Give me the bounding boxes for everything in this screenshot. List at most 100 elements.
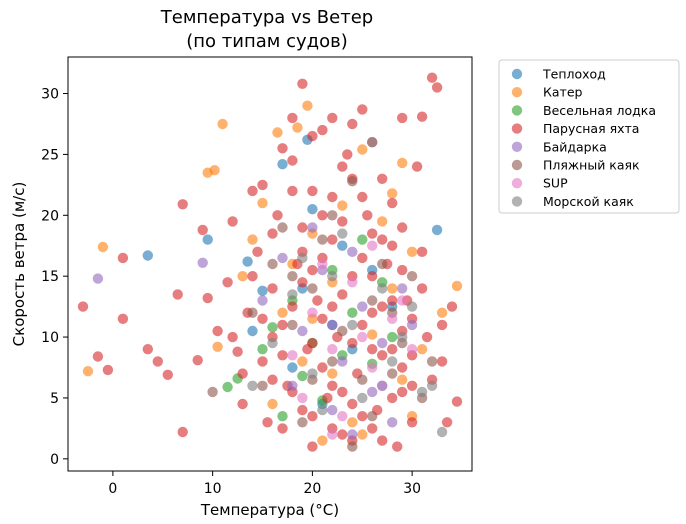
data-point (267, 283, 278, 294)
data-point (257, 197, 268, 209)
data-point (406, 344, 418, 355)
data-point (307, 441, 318, 452)
data-point (357, 144, 368, 155)
data-point (377, 216, 388, 227)
legend-marker (511, 105, 523, 116)
data-point (337, 411, 348, 422)
data-point (217, 118, 228, 130)
legend-marker (511, 87, 523, 98)
data-point (347, 441, 358, 452)
data-point (97, 241, 109, 253)
data-point (387, 295, 398, 306)
data-point (287, 380, 298, 391)
y-tick-label: 0 (50, 452, 59, 468)
chart-title-line-2: (по типам судов) (186, 31, 347, 52)
data-point (367, 423, 378, 434)
data-point (397, 264, 408, 276)
data-point (272, 210, 283, 221)
data-point (247, 380, 258, 391)
data-point (397, 157, 408, 169)
data-point (367, 386, 378, 398)
data-point (337, 356, 348, 367)
data-point (102, 364, 114, 376)
data-point (327, 404, 338, 416)
data-point (337, 325, 348, 337)
series-1 (82, 100, 463, 446)
x-axis-label: Температура (°C) (200, 501, 339, 519)
data-point (347, 176, 358, 187)
legend-marker (511, 159, 523, 171)
data-point (277, 143, 288, 154)
data-point (367, 307, 378, 318)
legend-marker (511, 123, 523, 134)
data-point (337, 386, 348, 398)
data-point (237, 398, 248, 410)
data-point (82, 366, 94, 377)
data-point (397, 331, 408, 343)
data-point (232, 346, 243, 357)
data-point (302, 100, 313, 111)
plot-area-frame (67, 56, 473, 472)
data-point (252, 246, 263, 257)
data-point (162, 369, 173, 380)
data-point (327, 191, 338, 203)
data-point (287, 155, 298, 166)
data-point (347, 277, 358, 288)
data-point (287, 319, 298, 331)
data-point (307, 185, 318, 197)
data-point (327, 271, 338, 282)
data-point (317, 234, 328, 245)
data-point (267, 228, 278, 239)
data-point (357, 429, 368, 440)
data-point (357, 319, 368, 331)
data-point (227, 331, 238, 343)
data-point (307, 130, 318, 142)
data-point (297, 325, 308, 337)
data-point (416, 246, 428, 257)
data-point (297, 356, 308, 367)
data-point (337, 228, 348, 239)
data-point (377, 435, 388, 446)
data-point (397, 112, 408, 124)
data-point (436, 426, 448, 438)
data-point (387, 313, 398, 324)
data-point (267, 398, 278, 410)
data-point (367, 411, 378, 422)
data-point (117, 313, 129, 324)
data-point (327, 112, 338, 124)
data-point (436, 319, 448, 331)
chart-title-line-1: Температура vs Ветер (160, 7, 373, 28)
data-point (92, 351, 104, 362)
data-point (397, 374, 408, 385)
data-point (357, 392, 368, 404)
y-tick-label: 15 (41, 269, 59, 285)
data-point (327, 380, 338, 391)
y-tick-label: 10 (41, 330, 59, 346)
data-point (367, 240, 378, 251)
data-point (377, 301, 388, 312)
data-point (267, 337, 278, 349)
data-point (377, 283, 388, 294)
data-point (397, 386, 408, 398)
data-point (197, 257, 208, 268)
data-point (317, 435, 328, 446)
series-6 (287, 240, 418, 440)
data-point (317, 404, 328, 416)
y-tick-label: 5 (50, 391, 59, 407)
data-point (277, 319, 288, 331)
data-point (357, 104, 368, 115)
data-point (327, 319, 338, 331)
data-point (397, 222, 408, 233)
data-point (317, 210, 328, 221)
data-point (222, 381, 233, 393)
data-point (436, 307, 448, 318)
x-tick-label: 0 (108, 481, 117, 497)
data-point (312, 295, 323, 306)
data-point (357, 191, 368, 203)
data-point (277, 252, 288, 264)
data-point (357, 411, 368, 422)
data-point (392, 441, 403, 452)
data-point (357, 252, 368, 264)
data-point (117, 252, 129, 264)
data-point (446, 301, 458, 312)
